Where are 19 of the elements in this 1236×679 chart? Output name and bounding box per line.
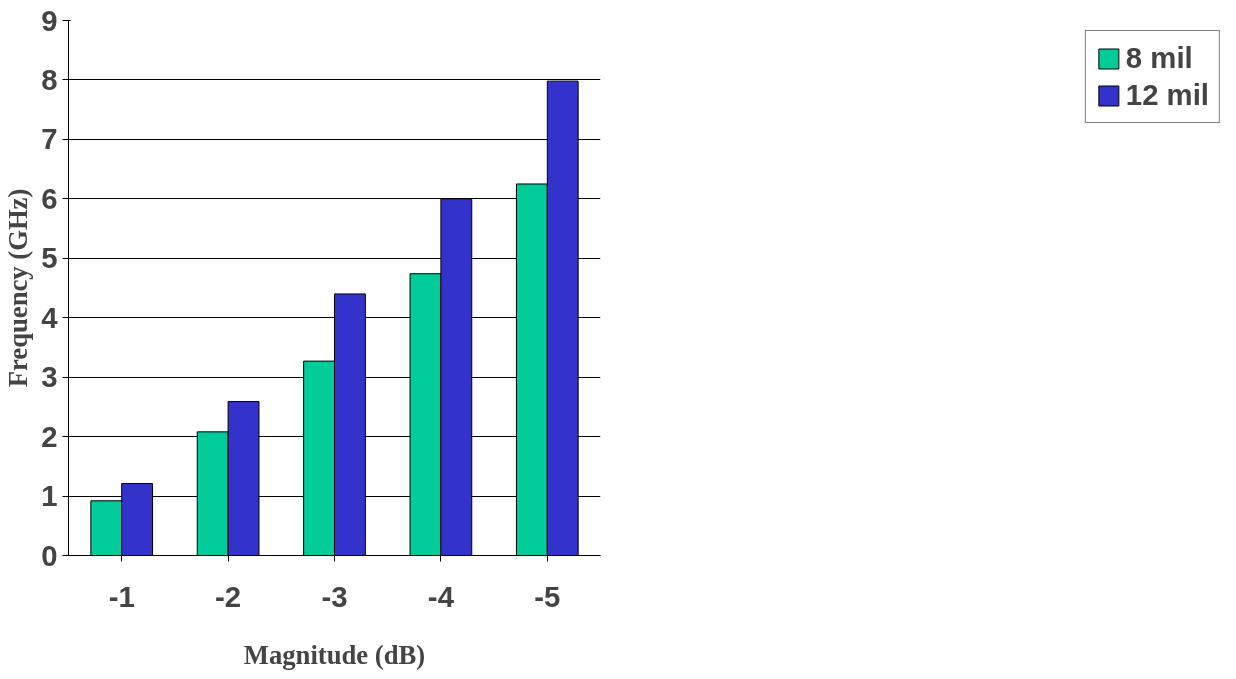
- y-tick-label: 2: [41, 419, 58, 453]
- y-tick-label: 6: [41, 181, 58, 215]
- legend-label: 8 mil: [1125, 41, 1193, 75]
- x-tick-label: -1: [108, 579, 135, 613]
- x-tick-label: -5: [534, 579, 561, 613]
- x-axis-title: Magnitude (dB): [243, 639, 426, 670]
- y-tick-label: 5: [41, 241, 58, 275]
- y-tick-label: 9: [41, 3, 58, 37]
- x-tick-label: -4: [427, 579, 455, 613]
- y-tick-label: 0: [41, 538, 58, 572]
- y-tick-label: 8: [41, 62, 58, 96]
- x-tick-label: -2: [215, 579, 242, 613]
- y-tick-label: 4: [41, 300, 59, 334]
- x-tick-label: -3: [321, 579, 348, 613]
- legend-label: 12 mil: [1125, 78, 1209, 112]
- y-tick-label: 7: [41, 122, 58, 156]
- y-tick-label: 3: [41, 360, 58, 394]
- y-tick-label: 1: [41, 479, 58, 513]
- y-axis-title: Frequency (GHz): [3, 188, 34, 388]
